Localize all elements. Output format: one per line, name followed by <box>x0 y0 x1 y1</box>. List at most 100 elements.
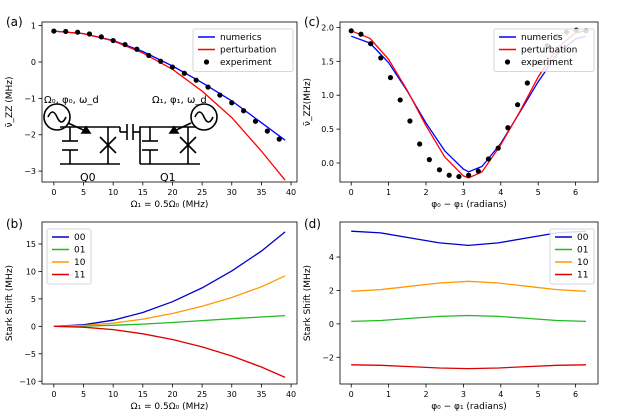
y-tick-label-b: −10 <box>19 377 36 386</box>
data-point-c-experiment <box>426 157 432 163</box>
data-point-c-experiment <box>397 97 403 103</box>
y-tick-label-c: 1.5 <box>321 57 334 66</box>
legend-label-a-experiment: experiment <box>220 58 272 68</box>
x-axis-label-d: φ₀ − φ₁ (radians) <box>431 402 507 412</box>
y-tick-label-b: −5 <box>24 350 36 359</box>
q1-circuit-wires <box>139 126 200 165</box>
data-point-a-experiment <box>158 58 164 64</box>
panel-c-chart: 0 1 2 3 4 5 6 0.0 0.5 1.0 1.5 2.0 φ₀ − φ₁ (radians) ν… <box>303 21 599 210</box>
y-tick-label-b: 15 <box>26 240 36 249</box>
legend-label-a-numerics: numerics <box>220 33 262 43</box>
x-axis-label-a: Ω₁ = 0.5Ω₀ (MHz) <box>131 200 209 210</box>
data-point-a-experiment <box>110 37 116 44</box>
q1-drive-arrowhead <box>168 125 180 134</box>
legend-label-d-01: 01 <box>577 246 588 256</box>
x-tick-label-b: 5 <box>81 390 86 399</box>
y-tick-label-c: 0.0 <box>321 159 334 168</box>
y-tick-label-d: 4 <box>329 253 334 262</box>
data-point-c-experiment <box>368 41 374 47</box>
legend-label-c-experiment: experiment <box>521 58 573 68</box>
y-tick-label-a: 1 <box>31 22 36 31</box>
q0-sine-icon <box>47 111 67 123</box>
legend-box-a <box>192 28 294 72</box>
legend-box-b <box>46 228 92 285</box>
x-tick-label-b: 30 <box>227 390 237 399</box>
legend-label-d-11: 11 <box>577 271 588 281</box>
y-tick-label-c: 2.0 <box>321 23 334 32</box>
y-axis-label-c: ν̃_ZZ(MHz) <box>303 78 313 126</box>
x-tick-label-a: 5 <box>81 188 86 197</box>
series-line-d-00 <box>351 230 587 247</box>
y-axis-label-a: ν̃_ZZ (MHz) <box>5 77 15 128</box>
panel-label-a: (a) <box>6 15 23 29</box>
x-axis-label-b: Ω₁ = 0.5Ω₀ (MHz) <box>131 402 209 412</box>
series-line-d-01 <box>351 314 587 323</box>
data-point-a-experiment <box>181 70 187 76</box>
plot-frame-c <box>339 21 599 183</box>
y-axis-label-d: Stark Shift (MHz) <box>303 265 313 341</box>
x-tick-label-a: 30 <box>227 188 237 197</box>
y-tick-label-b: 5 <box>31 295 36 304</box>
data-point-c-experiment <box>524 80 530 86</box>
legend-box-c <box>493 28 595 72</box>
y-tick-label-c: 0.5 <box>321 125 334 134</box>
x-tick-label-a: 10 <box>108 188 118 197</box>
y-tick-label-b: 10 <box>26 267 36 276</box>
plot-frame-d <box>339 221 599 385</box>
y-tick-label-d: −2 <box>322 353 334 362</box>
series-line-d-11 <box>351 364 587 370</box>
x-tick-label-d: 6 <box>573 390 578 399</box>
data-point-c-experiment <box>348 28 354 34</box>
x-tick-label-b: 40 <box>286 390 296 399</box>
data-point-c-experiment <box>387 74 394 81</box>
circuit-diagram <box>43 103 218 165</box>
data-point-a-experiment <box>51 28 57 34</box>
data-point-a-experiment <box>276 136 282 142</box>
x-tick-label-c: 2 <box>423 188 428 197</box>
x-tick-label-b: 20 <box>167 390 177 399</box>
legend-label-d-10: 10 <box>577 258 589 268</box>
legend-box-d <box>549 228 595 285</box>
data-point-a-experiment <box>63 28 69 35</box>
data-point-c-experiment <box>475 168 481 174</box>
q0-circuit-wires <box>60 126 121 165</box>
panel-label-d: (d) <box>304 217 321 231</box>
x-tick-label-a: 15 <box>138 188 148 197</box>
data-point-a-experiment <box>86 31 93 37</box>
data-point-a-experiment <box>229 100 235 106</box>
y-tick-label-d: 0 <box>329 320 334 329</box>
series-line-d-10 <box>351 280 587 292</box>
data-point-c-experiment <box>505 125 511 131</box>
x-tick-label-c: 6 <box>573 188 578 197</box>
legend-label-b-00: 00 <box>74 233 86 243</box>
data-point-a-experiment <box>264 128 270 134</box>
data-point-c-experiment <box>446 172 452 178</box>
data-point-c-experiment <box>515 102 521 108</box>
legend-label-d-00: 00 <box>577 233 589 243</box>
y-tick-label-a: 0 <box>31 58 36 67</box>
x-tick-label-a: 0 <box>51 188 56 197</box>
q0-junction-icon <box>99 136 117 154</box>
x-tick-label-a: 35 <box>256 188 266 197</box>
data-point-c-experiment <box>485 156 492 162</box>
x-tick-label-a: 25 <box>197 188 207 197</box>
y-tick-label-b: 0 <box>31 322 36 331</box>
y-axis-label-b: Stark Shift (MHz) <box>5 265 15 341</box>
data-point-c-experiment <box>466 172 472 178</box>
y-tick-label-a: −3 <box>24 167 36 176</box>
panel-a-chart: 0 5 10 15 20 25 30 35 40 −3 −2 −1 0 1 Ω₁ = 0.5Ω₀ (MHz)… <box>5 21 298 210</box>
legend-label-b-11: 11 <box>74 271 85 281</box>
data-point-a-experiment <box>241 108 247 114</box>
data-point-a-experiment <box>205 84 211 90</box>
y-tick-label-a: −1 <box>24 94 36 103</box>
y-tick-label-c: 1.0 <box>321 91 334 100</box>
x-tick-label-c: 3 <box>461 188 466 197</box>
data-point-a-experiment <box>134 46 140 52</box>
plot-frame-b <box>41 221 298 385</box>
legend-label-b-01: 01 <box>74 246 85 256</box>
q0-drive-arrowhead <box>80 125 92 134</box>
x-tick-label-b: 10 <box>108 390 118 399</box>
x-tick-label-c: 0 <box>349 188 354 197</box>
